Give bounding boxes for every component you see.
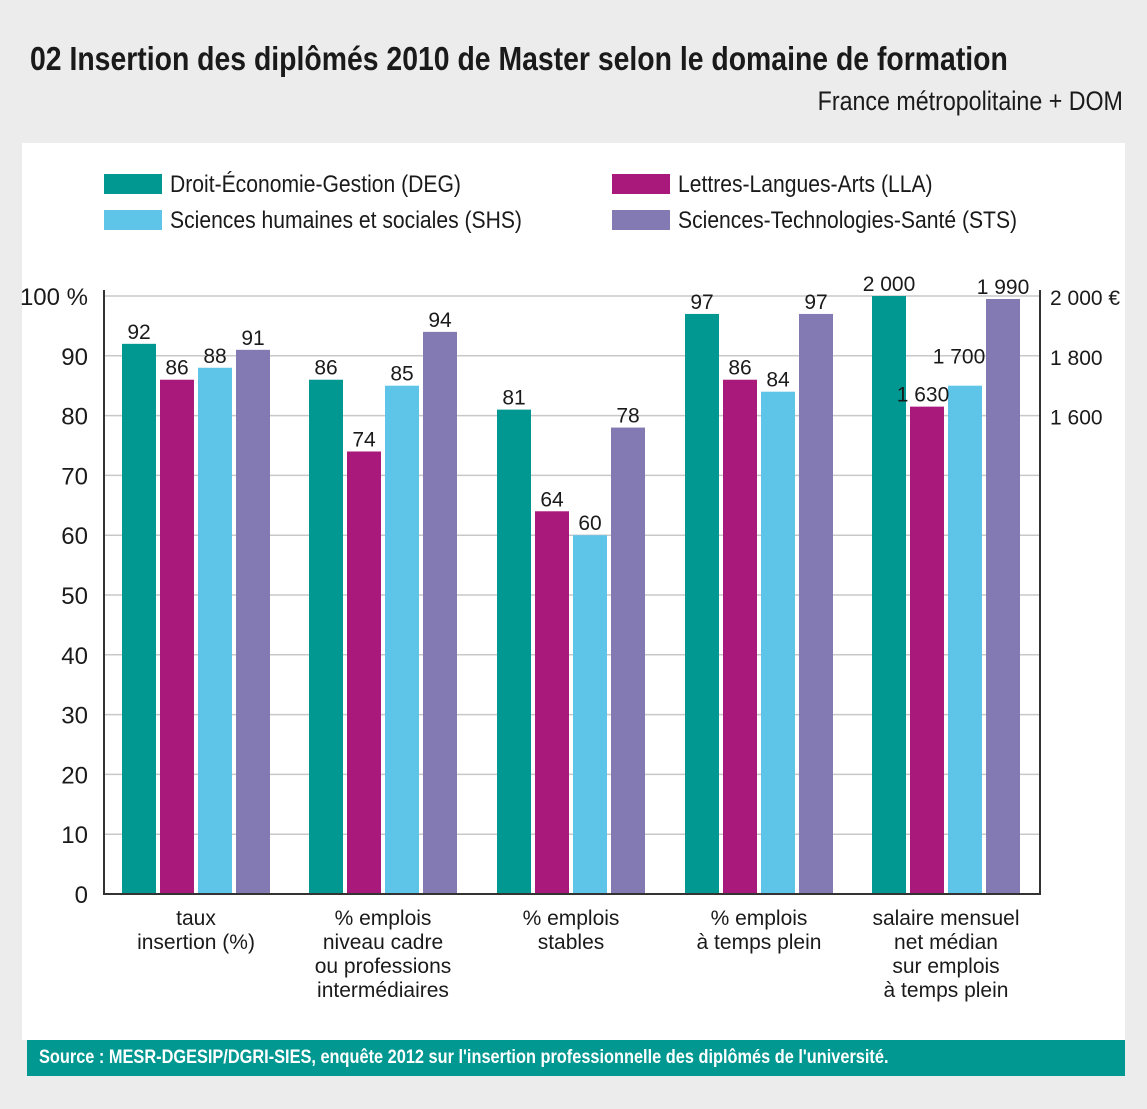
y-tick-label: 50	[61, 583, 88, 610]
value-label: 97	[690, 291, 713, 314]
category-label: % emplois	[335, 907, 432, 930]
value-label: 84	[766, 369, 790, 392]
bar-4-1	[236, 349, 270, 894]
y-tick-label: 100 %	[20, 284, 88, 311]
category-label: insertion (%)	[137, 931, 255, 954]
y-tick-label: 10	[61, 822, 88, 849]
y2-tick-label: 2 000 €	[1050, 287, 1120, 310]
category-label: à temps plein	[884, 979, 1009, 1002]
bar-2-5	[910, 406, 944, 894]
y-tick-label: 80	[61, 404, 88, 431]
bar-2-4	[723, 379, 757, 895]
bar-3-1	[198, 367, 232, 894]
value-label: 1 700	[933, 346, 986, 369]
value-label: 64	[540, 488, 564, 511]
bar-4-4	[799, 313, 833, 894]
category-label: intermédiaires	[317, 979, 449, 1002]
value-label: 97	[804, 291, 827, 314]
category-label: stables	[538, 931, 605, 954]
legend-label-4: Sciences-Technologies-Santé (STS)	[678, 207, 1017, 234]
bar-1-1	[122, 343, 156, 895]
category-label: sur emplois	[892, 955, 999, 978]
bar-4-2	[423, 331, 457, 894]
bar-1-5	[872, 296, 906, 894]
legend-swatch-3	[104, 210, 162, 230]
source-note: Source : MESR-DGESIP/DGRI-SIES, enquête …	[27, 1040, 1125, 1076]
bar-2-2	[347, 451, 381, 894]
y-tick-label: 40	[61, 643, 88, 670]
legend-label-3: Sciences humaines et sociales (SHS)	[170, 207, 522, 234]
legend-label-2: Lettres-Langues-Arts (LLA)	[678, 171, 933, 198]
bar-2-1	[160, 379, 194, 895]
bar-1-2	[309, 379, 343, 895]
category-label: net médian	[894, 931, 998, 954]
bar-4-3	[611, 427, 645, 894]
value-label: 78	[616, 405, 639, 428]
bar-3-2	[385, 385, 419, 894]
legend-label-1: Droit-Économie-Gestion (DEG)	[170, 171, 461, 198]
y-tick-label: 60	[61, 523, 88, 550]
chart-subtitle: France métropolitaine + DOM	[817, 86, 1123, 116]
value-label: 81	[502, 387, 525, 410]
category-label: % emplois	[711, 907, 808, 930]
bar-3-4	[761, 391, 795, 894]
bars	[122, 296, 1020, 895]
legend: Droit-Économie-Gestion (DEG) Lettres-Lang…	[104, 171, 1017, 234]
legend-swatch-2	[612, 174, 670, 194]
value-labels: 92 86 81 97 2 000 86 74 64 86 1 630 88 85 60 84 1 700 9…	[127, 273, 1029, 535]
bar-1-3	[497, 409, 531, 894]
source-text: Source : MESR-DGESIP/DGRI-SIES, enquête …	[39, 1047, 889, 1068]
bar-2-3	[535, 511, 569, 894]
y-tick-label: 90	[61, 344, 88, 371]
y2-tick-label: 1 600	[1050, 407, 1103, 430]
category-label: % emplois	[523, 907, 620, 930]
legend-swatch-1	[104, 174, 162, 194]
value-label: 86	[165, 357, 188, 380]
value-label: 86	[728, 357, 751, 380]
category-label: salaire mensuel	[872, 907, 1019, 930]
value-label: 94	[428, 309, 452, 332]
bar-1-4	[685, 313, 719, 894]
category-label: niveau cadre	[323, 931, 443, 954]
y-tick-label: 20	[61, 762, 88, 789]
y2-tick-label: 1 800	[1050, 347, 1103, 370]
value-label: 2 000	[863, 273, 916, 296]
value-label: 92	[127, 321, 150, 344]
value-label: 74	[352, 428, 376, 451]
legend-swatch-4	[612, 210, 670, 230]
value-label: 60	[578, 512, 601, 535]
value-label: 1 630	[897, 384, 950, 407]
axes: 0 10 20 30 40 50 60 70 80 90 100 % 1 600 1 800 2 000 …	[20, 284, 1120, 1002]
value-label: 1 990	[977, 276, 1030, 299]
y-tick-label: 30	[61, 703, 88, 730]
bar-4-5	[986, 298, 1020, 894]
bar-3-5	[948, 385, 982, 894]
y-tick-label: 70	[61, 463, 88, 490]
value-label: 86	[314, 357, 337, 380]
category-label: à temps plein	[697, 931, 822, 954]
y-tick-label: 0	[75, 882, 88, 909]
value-label: 88	[203, 345, 226, 368]
bar-3-3	[573, 535, 607, 894]
chart-title: 02 Insertion des diplômés 2010 de Master…	[30, 40, 1008, 77]
value-label: 85	[390, 363, 413, 386]
category-label: taux	[176, 907, 216, 930]
value-label: 91	[241, 327, 264, 350]
category-label: ou professions	[315, 955, 452, 978]
